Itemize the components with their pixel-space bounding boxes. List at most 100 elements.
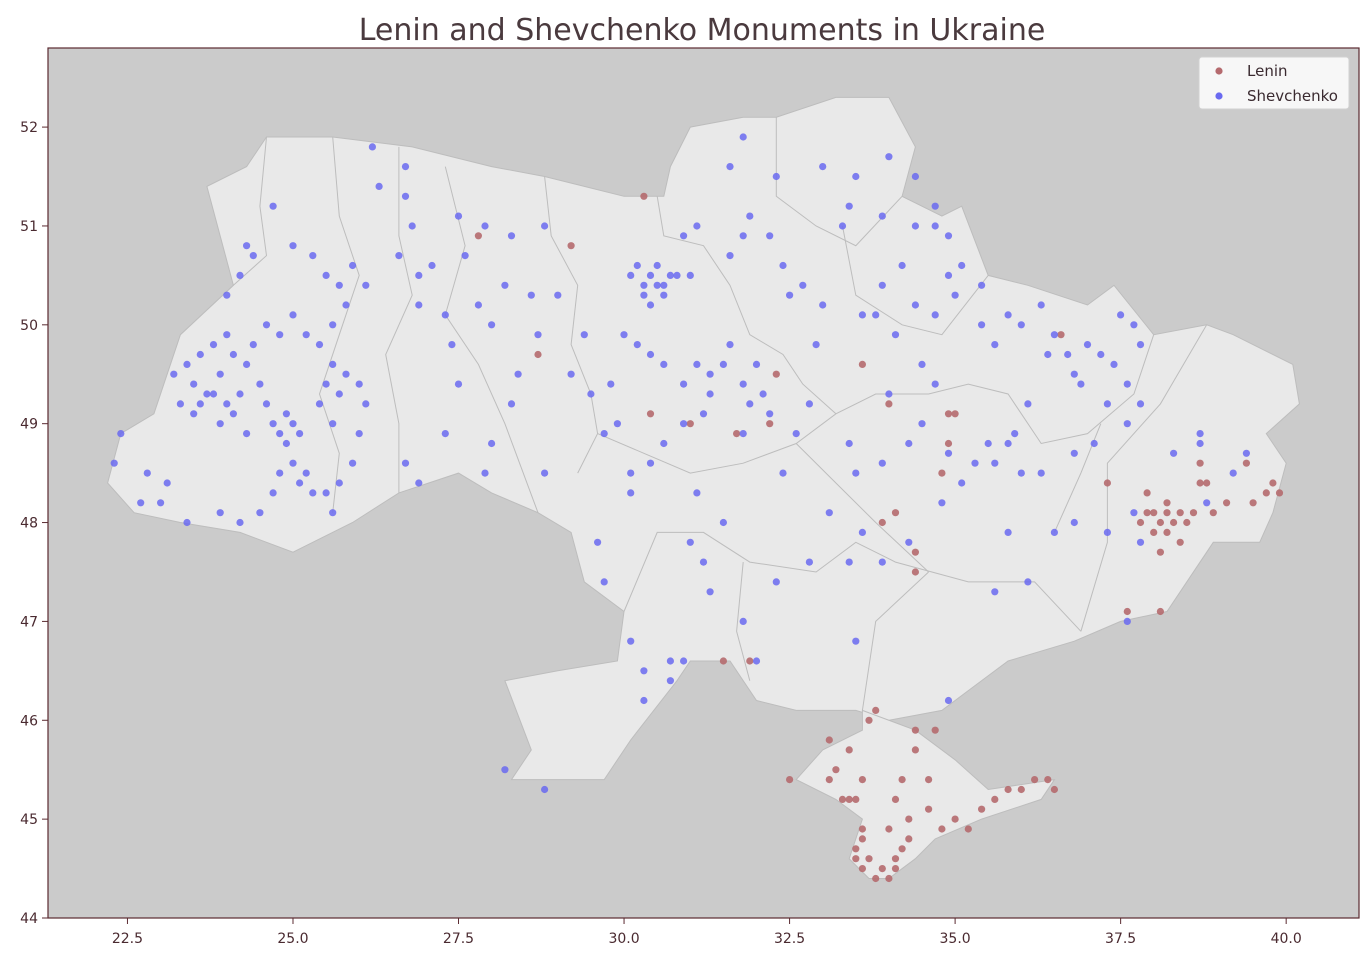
shevchenko-point bbox=[640, 291, 648, 299]
shevchenko-point bbox=[355, 380, 363, 388]
shevchenko-point bbox=[209, 390, 218, 398]
shevchenko-point bbox=[137, 499, 145, 507]
shevchenko-point bbox=[554, 291, 562, 299]
shevchenko-point bbox=[1203, 499, 1211, 507]
lenin-point bbox=[640, 192, 648, 200]
shevchenko-point bbox=[1117, 311, 1125, 319]
shevchenko-point bbox=[1070, 518, 1078, 527]
shevchenko-point bbox=[944, 696, 953, 705]
shevchenko-point bbox=[1130, 509, 1138, 517]
oblast-border-8 bbox=[842, 225, 989, 336]
shevchenko-point bbox=[401, 459, 410, 467]
plot-frame bbox=[47, 47, 1360, 919]
lenin-point bbox=[1057, 331, 1065, 339]
lenin-point bbox=[991, 795, 999, 804]
shevchenko-point bbox=[375, 182, 383, 190]
lenin-point bbox=[872, 706, 880, 715]
shevchenko-point bbox=[627, 469, 635, 477]
shevchenko-point bbox=[309, 489, 317, 497]
shevchenko-point bbox=[1123, 420, 1131, 428]
oblast-border-10 bbox=[861, 571, 929, 711]
shevchenko-point bbox=[229, 350, 237, 359]
shevchenko-point bbox=[812, 341, 820, 349]
shevchenko-point bbox=[249, 252, 257, 260]
shevchenko-point bbox=[1044, 350, 1052, 359]
lenin-point bbox=[858, 835, 867, 843]
lenin-point bbox=[1143, 489, 1151, 497]
shevchenko-point bbox=[183, 518, 191, 527]
shevchenko-point bbox=[1050, 528, 1058, 537]
shevchenko-point bbox=[534, 331, 542, 339]
shevchenko-point bbox=[454, 212, 463, 220]
shevchenko-point bbox=[342, 301, 350, 309]
lenin-point bbox=[1163, 528, 1171, 537]
shevchenko-point bbox=[686, 271, 694, 279]
shevchenko-point bbox=[739, 133, 747, 141]
shevchenko-point bbox=[779, 469, 787, 477]
legend-marker-lenin bbox=[1215, 67, 1223, 75]
lenin-point bbox=[1150, 509, 1158, 517]
lenin-point bbox=[852, 795, 860, 804]
shevchenko-point bbox=[481, 222, 489, 230]
lenin-point bbox=[1189, 509, 1198, 517]
shevchenko-point bbox=[1136, 400, 1145, 408]
shevchenko-point bbox=[878, 212, 886, 220]
shevchenko-point bbox=[739, 232, 747, 240]
shevchenko-point bbox=[620, 331, 628, 339]
shevchenko-point bbox=[984, 439, 992, 448]
shevchenko-point bbox=[488, 321, 496, 329]
shevchenko-point bbox=[978, 281, 986, 289]
shevchenko-point bbox=[282, 410, 290, 418]
shevchenko-point bbox=[991, 588, 999, 596]
shevchenko-point bbox=[1103, 400, 1111, 408]
x-tick-label: 32.5 bbox=[774, 931, 805, 947]
shevchenko-point bbox=[269, 202, 277, 210]
shevchenko-point bbox=[600, 578, 608, 586]
shevchenko-point bbox=[110, 459, 118, 467]
shevchenko-point bbox=[852, 637, 860, 645]
shevchenko-point bbox=[415, 271, 423, 279]
shevchenko-point bbox=[673, 271, 681, 279]
lenin-point bbox=[905, 835, 913, 843]
shevchenko-point bbox=[693, 222, 701, 230]
shevchenko-point bbox=[216, 370, 224, 378]
shevchenko-point bbox=[216, 420, 224, 428]
legend-label-shevchenko: Shevchenko bbox=[1247, 87, 1338, 105]
lenin-point bbox=[1242, 459, 1250, 467]
lenin-point bbox=[845, 795, 853, 804]
shevchenko-point bbox=[541, 785, 549, 794]
lenin-point bbox=[1004, 785, 1012, 794]
shevchenko-point bbox=[931, 202, 939, 210]
lenin-point bbox=[925, 805, 933, 813]
lenin-point bbox=[1196, 459, 1204, 467]
shevchenko-point bbox=[481, 469, 489, 477]
shevchenko-point bbox=[243, 430, 251, 438]
shevchenko-point bbox=[501, 281, 509, 289]
shevchenko-point bbox=[911, 301, 920, 309]
shevchenko-point bbox=[1123, 617, 1131, 626]
shevchenko-point bbox=[660, 439, 668, 448]
y-tick-label: 47 bbox=[20, 614, 38, 630]
oblast-border-2 bbox=[385, 146, 413, 493]
shevchenko-point bbox=[315, 400, 324, 408]
y-tick-label: 52 bbox=[20, 120, 38, 136]
oblast-borders bbox=[233, 117, 1208, 711]
shevchenko-point bbox=[991, 341, 999, 349]
shevchenko-point bbox=[507, 232, 516, 240]
shevchenko-point bbox=[1004, 439, 1012, 448]
shevchenko-point bbox=[256, 509, 264, 517]
shevchenko-point bbox=[752, 360, 761, 368]
shevchenko-point bbox=[236, 271, 244, 279]
lenin-point bbox=[1203, 479, 1211, 487]
lenin-point bbox=[891, 865, 900, 873]
lenin-point bbox=[1136, 518, 1145, 527]
lenin-point bbox=[944, 410, 953, 418]
shevchenko-point bbox=[766, 232, 774, 240]
shevchenko-point bbox=[646, 350, 655, 359]
lenin-point bbox=[567, 242, 575, 250]
shevchenko-point bbox=[666, 657, 675, 665]
shevchenko-point bbox=[805, 558, 814, 566]
y-tick-label: 44 bbox=[20, 911, 38, 927]
shevchenko-point bbox=[289, 420, 297, 428]
shevchenko-point bbox=[474, 301, 482, 309]
